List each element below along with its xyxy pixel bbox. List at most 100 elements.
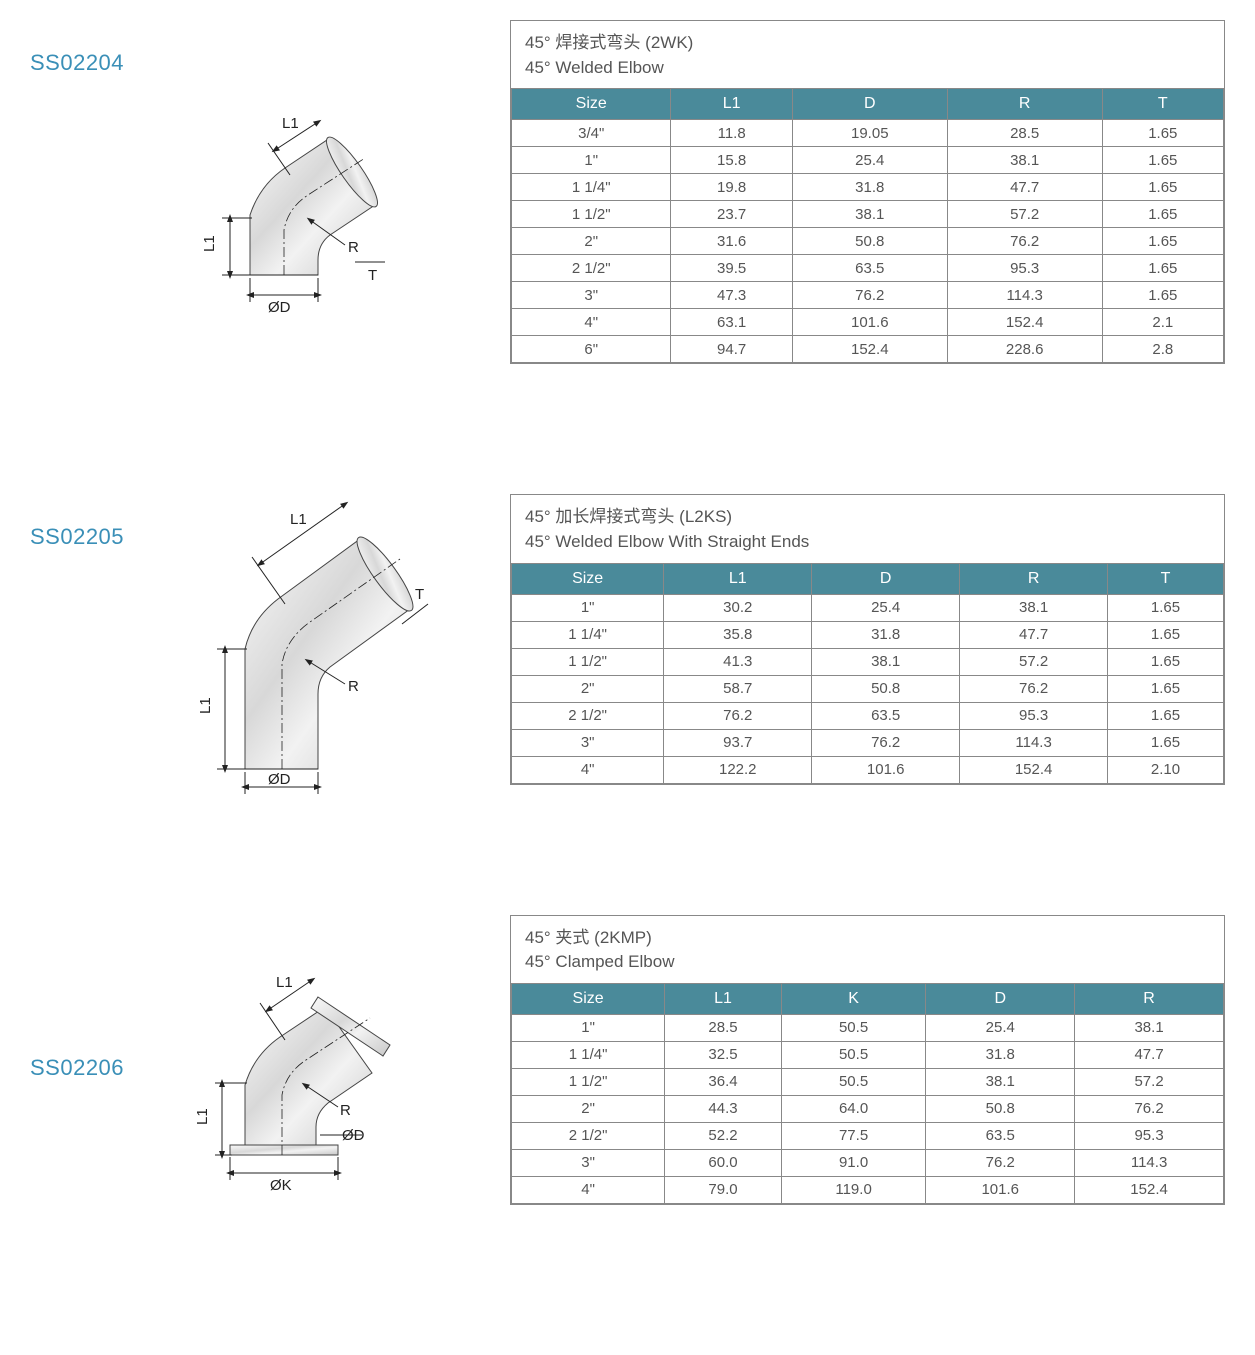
table-cell: 50.8 [812,675,960,702]
table-cell: 1 1/2" [512,1068,665,1095]
table-cell: 94.7 [671,336,792,363]
dim-label: ØD [268,299,291,316]
table-row: 4"79.0119.0101.6152.4 [512,1176,1224,1203]
panel-title: 45° 加长焊接式弯头 (L2KS) 45° Welded Elbow With… [511,495,1224,562]
table-row: 1 1/2"36.450.538.157.2 [512,1068,1224,1095]
table-cell: 47.7 [1075,1041,1224,1068]
table-cell: 1.65 [1102,228,1223,255]
spec-table: SizeL1DRT 3/4"11.819.0528.51.651"15.825.… [511,88,1224,363]
table-row: 2 1/2"52.277.563.595.3 [512,1122,1224,1149]
table-cell: 47.7 [947,174,1102,201]
table-cell: 76.2 [926,1149,1075,1176]
table-cell: 47.3 [671,282,792,309]
table-cell: 1.65 [1108,702,1224,729]
table-cell: 28.5 [665,1014,782,1041]
table-cell: 25.4 [812,594,960,621]
dim-label: L1 [201,235,218,252]
table-cell: 1.65 [1102,147,1223,174]
table-cell: 63.1 [671,309,792,336]
dim-label: L1 [282,115,299,132]
table-cell: 228.6 [947,336,1102,363]
table-cell: 63.5 [812,702,960,729]
table-cell: 1.65 [1108,675,1224,702]
table-cell: 152.4 [947,309,1102,336]
table-cell: 64.0 [781,1095,926,1122]
panel-title: 45° 焊接式弯头 (2WK) 45° Welded Elbow [511,21,1224,88]
table-cell: 19.8 [671,174,792,201]
table-cell: 152.4 [960,756,1108,783]
dim-label: L1 [290,511,307,528]
table-cell: 77.5 [781,1122,926,1149]
table-row: 2 1/2"39.563.595.31.65 [512,255,1224,282]
elbow-diagram: L1 L1 R T ØD [190,90,430,325]
table-cell: 2" [512,1095,665,1122]
table-cell: 50.5 [781,1041,926,1068]
table-cell: 25.4 [792,147,947,174]
table-cell: 31.8 [792,174,947,201]
table-cell: 50.8 [792,228,947,255]
column-header: L1 [671,89,792,120]
table-row: 3"60.091.076.2114.3 [512,1149,1224,1176]
dim-label: R [340,1102,351,1119]
dim-label: L1 [276,974,293,991]
column-header: Size [512,563,664,594]
column-header: Size [512,89,671,120]
table-header-row: SizeL1DRT [512,89,1224,120]
table-cell: 2.8 [1102,336,1223,363]
table-cell: 114.3 [947,282,1102,309]
table-cell: 50.5 [781,1014,926,1041]
table-header-row: SizeL1DRT [512,563,1224,594]
table-cell: 76.2 [947,228,1102,255]
table-cell: 2" [512,228,671,255]
column-header: Size [512,983,665,1014]
table-row: 3"47.376.2114.31.65 [512,282,1224,309]
column-header: L1 [665,983,782,1014]
table-cell: 1 1/2" [512,201,671,228]
table-cell: 60.0 [665,1149,782,1176]
table-cell: 1.65 [1102,174,1223,201]
left-column: SS02205 L1 T R L1 [30,494,510,550]
dim-label: ØD [268,771,291,788]
table-cell: 38.1 [812,648,960,675]
dim-label: R [348,239,359,256]
table-cell: 63.5 [926,1122,1075,1149]
table-cell: 1.65 [1102,282,1223,309]
dim-label: R [348,678,359,695]
table-cell: 3" [512,729,664,756]
table-cell: 95.3 [1075,1122,1224,1149]
elbow-diagram: L1 T R L1 ØD [190,469,450,804]
table-row: 3"93.776.2114.31.65 [512,729,1224,756]
table-cell: 4" [512,1176,665,1203]
table-cell: 1" [512,147,671,174]
column-header: R [947,89,1102,120]
spec-panel: 45° 加长焊接式弯头 (L2KS) 45° Welded Elbow With… [510,494,1225,784]
column-header: D [926,983,1075,1014]
table-row: 1"28.550.525.438.1 [512,1014,1224,1041]
table-cell: 31.6 [671,228,792,255]
table-cell: 38.1 [947,147,1102,174]
table-row: 2"44.364.050.876.2 [512,1095,1224,1122]
title-en: 45° Clamped Elbow [525,950,1210,975]
table-cell: 57.2 [947,201,1102,228]
table-cell: 152.4 [792,336,947,363]
table-row: 6"94.7152.4228.62.8 [512,336,1224,363]
table-row: 1 1/2"41.338.157.21.65 [512,648,1224,675]
left-column: SS02204 L1 L1 R [30,20,510,76]
table-cell: 39.5 [671,255,792,282]
table-cell: 23.7 [671,201,792,228]
table-cell: 38.1 [926,1068,1075,1095]
product-section: SS02204 L1 L1 R [30,20,1225,364]
table-cell: 95.3 [947,255,1102,282]
table-row: 1"15.825.438.11.65 [512,147,1224,174]
table-cell: 76.2 [812,729,960,756]
table-cell: 38.1 [792,201,947,228]
title-en: 45° Welded Elbow With Straight Ends [525,530,1210,555]
table-cell: 41.3 [664,648,812,675]
dim-label: L1 [194,1108,211,1125]
table-cell: 1.65 [1108,621,1224,648]
column-header: R [1075,983,1224,1014]
table-cell: 47.7 [960,621,1108,648]
title-cn: 45° 焊接式弯头 (2WK) [525,31,1210,56]
table-header-row: SizeL1KDR [512,983,1224,1014]
table-row: 1 1/2"23.738.157.21.65 [512,201,1224,228]
